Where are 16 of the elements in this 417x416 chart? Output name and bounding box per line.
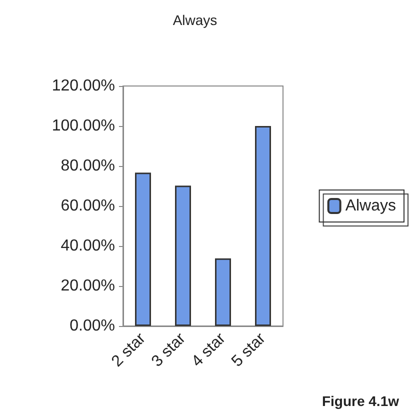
bar [255, 126, 271, 326]
bar [215, 258, 231, 326]
y-tick-label: 60.00% [60, 198, 115, 214]
x-tick-label: 4 star [188, 330, 230, 370]
chart-title: Always [172, 12, 218, 28]
y-tick-label: 100.00% [52, 118, 115, 134]
y-tick-label: 80.00% [60, 158, 115, 174]
bar [135, 172, 151, 326]
x-tick-label: 5 star [228, 330, 270, 370]
x-tick-label: 3 star [148, 330, 190, 370]
y-tick-label: 40.00% [60, 238, 115, 254]
y-tick-label: 20.00% [60, 278, 115, 294]
caption: Figure 4.1w [322, 393, 400, 409]
y-tick-label: 120.00% [52, 78, 115, 94]
legend-label: Always [345, 198, 396, 214]
bar [175, 186, 191, 326]
